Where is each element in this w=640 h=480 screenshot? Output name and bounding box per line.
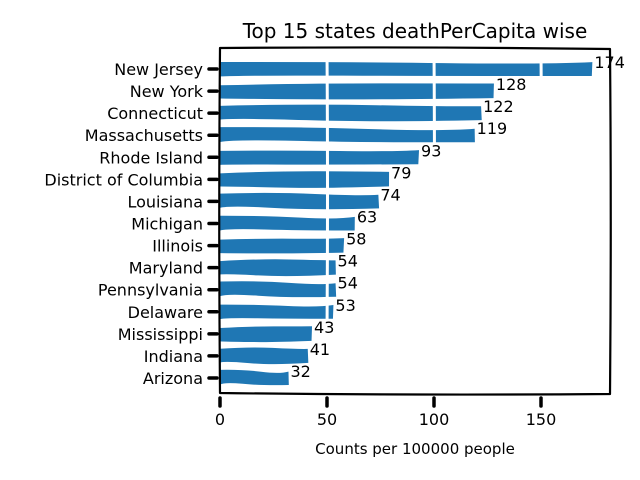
plot-frame	[218, 46, 612, 396]
y-tick-label-1: New York	[130, 82, 204, 101]
bar-10	[220, 281, 337, 298]
data-label-0: 174	[594, 53, 625, 72]
x-tick-label-1: 50	[317, 410, 337, 429]
y-tick-label-10: Pennsylvania	[98, 281, 203, 300]
bar-7	[220, 215, 355, 231]
data-label-14: 32	[290, 362, 310, 381]
x-axis: 0 50 100 150	[215, 396, 557, 429]
data-label-3: 119	[477, 119, 508, 138]
data-label-10: 54	[338, 274, 358, 293]
y-tick-label-8: Illinois	[152, 237, 203, 256]
y-tick-label-7: Michigan	[131, 215, 203, 234]
bar-9	[220, 259, 336, 277]
y-tick-label-4: Rhode Island	[99, 148, 203, 167]
gridlines	[325, 49, 543, 393]
x-tick-label-0: 0	[215, 410, 225, 429]
bars	[220, 61, 593, 386]
bar-6	[220, 192, 380, 210]
bar-0	[220, 61, 593, 77]
bar-12	[220, 326, 313, 343]
y-tick-label-13: Indiana	[144, 347, 203, 366]
y-tick-label-0: New Jersey	[114, 60, 203, 79]
data-label-4: 93	[421, 141, 441, 160]
bar-2	[220, 104, 482, 122]
gridline-2	[432, 49, 436, 393]
data-label-5: 79	[391, 163, 411, 182]
x-axis-label: Counts per 100000 people	[315, 440, 515, 458]
gridline-3	[539, 49, 543, 393]
y-tick-label-14: Arizona	[143, 369, 203, 388]
y-tick-label-2: Connecticut	[107, 104, 203, 123]
data-label-2: 122	[483, 97, 514, 116]
data-label-6: 74	[380, 185, 400, 204]
data-label-7: 63	[357, 208, 377, 227]
y-tick-label-9: Maryland	[129, 259, 203, 278]
bar-13	[220, 347, 309, 365]
chart-title: Top 15 states deathPerCapita wise	[242, 19, 588, 43]
data-label-8: 58	[346, 230, 366, 249]
bar-5	[220, 171, 390, 188]
bar-8	[220, 238, 345, 254]
x-tick-label-3: 150	[526, 410, 557, 429]
y-tick-label-3: Massachusetts	[85, 126, 203, 145]
data-label-13: 41	[310, 340, 330, 359]
y-tick-label-6: Louisiana	[127, 192, 203, 211]
bar-14	[220, 369, 289, 386]
bar-4	[220, 150, 420, 165]
y-axis: New Jersey New York Connecticut Massachuset…	[44, 60, 219, 388]
y-tick-label-5: District of Columbia	[44, 170, 203, 189]
data-label-9: 54	[338, 252, 358, 271]
data-label-11: 53	[335, 296, 355, 315]
data-label-12: 43	[314, 318, 334, 337]
gridline-1	[325, 49, 329, 393]
y-tick-label-12: Mississippi	[118, 325, 203, 344]
bar-11	[220, 304, 334, 320]
data-label-1: 128	[496, 75, 527, 94]
x-tick-label-2: 100	[419, 410, 450, 429]
bar-1	[220, 83, 494, 100]
bar-3	[220, 127, 475, 143]
y-tick-label-11: Delaware	[128, 303, 203, 322]
